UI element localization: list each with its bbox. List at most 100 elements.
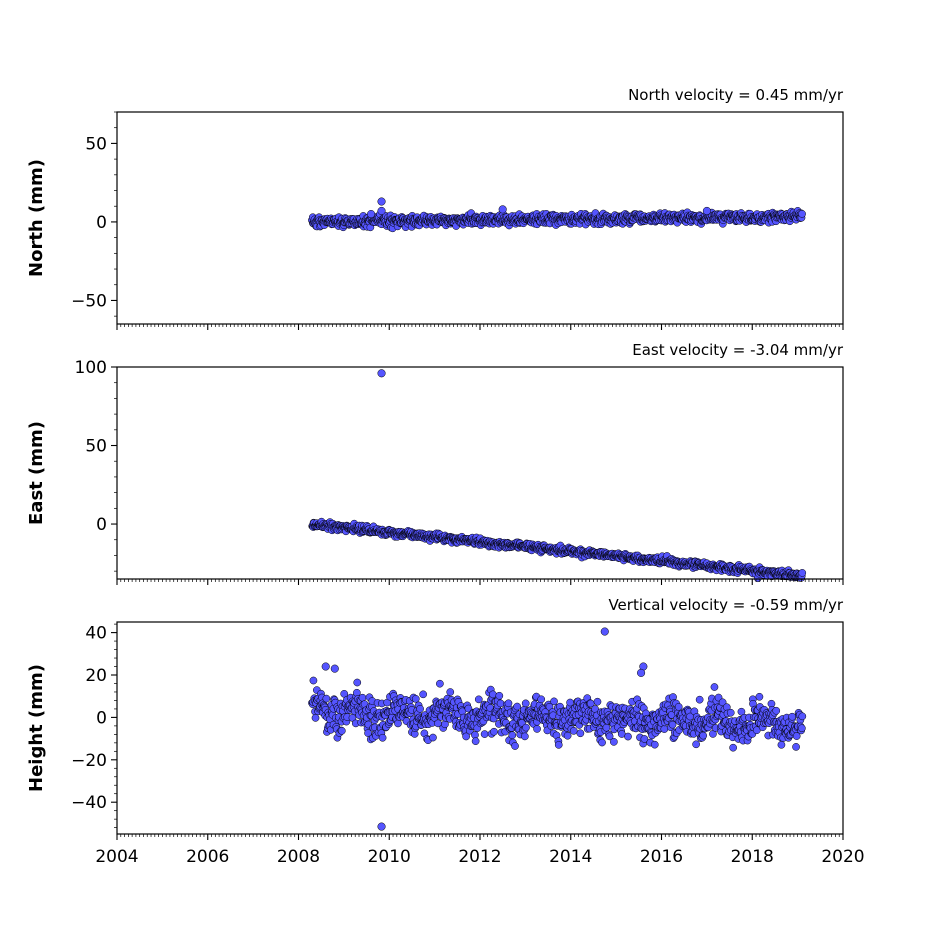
- height-data-point: [322, 694, 331, 703]
- height-data-point: [311, 714, 320, 722]
- north-y-ticks: [111, 111, 117, 317]
- north-panel: North velocity = 0.45 mm/yr North (mm) 50 0…: [26, 86, 844, 330]
- north-outlier-point: [377, 197, 386, 206]
- height-data-point: [309, 676, 318, 685]
- height-data-point: [650, 740, 659, 749]
- east-velocity-label: East velocity = -3.04 mm/yr: [632, 341, 844, 359]
- height-data-point: [610, 738, 618, 746]
- height-x-ticks: [116, 834, 844, 840]
- height-data-point: [521, 732, 529, 741]
- height-panel: Vertical velocity = -0.59 mm/yr Height (m…: [26, 596, 865, 867]
- height-data-point: [699, 731, 708, 740]
- height-data-point: [798, 712, 807, 721]
- height-data-point: [554, 741, 563, 749]
- east-x-ticks: [116, 579, 844, 585]
- height-data-point: [508, 731, 517, 740]
- height-data-point: [378, 733, 387, 742]
- height-velocity-label: Vertical velocity = -0.59 mm/yr: [608, 596, 843, 614]
- height-data-point: [777, 740, 786, 749]
- height-data-point: [411, 695, 420, 703]
- height-data-point: [624, 732, 632, 741]
- height-data-point: [504, 699, 513, 708]
- x-tick-label: 2016: [640, 847, 683, 867]
- x-tick-label: 2020: [821, 847, 864, 867]
- height-data-point: [416, 704, 424, 713]
- height-data-point: [660, 725, 669, 733]
- east-y-ticks: [111, 366, 117, 572]
- east-y-tick-label: 100: [75, 358, 107, 378]
- height-data-point: [495, 691, 504, 700]
- height-data-point: [436, 679, 444, 688]
- height-data-point: [593, 697, 602, 706]
- height-data-point: [563, 731, 572, 740]
- height-data-point: [569, 727, 578, 735]
- north-data-point: [798, 210, 806, 218]
- height-data-point: [792, 743, 800, 751]
- height-y-axis-label: Height (mm): [26, 664, 47, 792]
- height-data-point: [533, 725, 541, 733]
- height-data-point: [755, 692, 764, 701]
- height-data-point: [674, 702, 683, 711]
- x-tick-label: 2014: [549, 847, 592, 867]
- north-y-tick-label: 0: [96, 213, 107, 233]
- height-data-point: [726, 708, 735, 717]
- x-tick-label: 2012: [458, 847, 501, 867]
- x-tick-label: 2010: [368, 847, 411, 867]
- height-data-point: [576, 729, 585, 738]
- north-y-tick-label: 50: [85, 134, 107, 154]
- height-y-tick-label: −20: [71, 751, 107, 771]
- height-data-point: [602, 723, 611, 732]
- height-data-point: [710, 683, 719, 691]
- height-outlier-point: [637, 668, 646, 677]
- height-y-tick-label: 20: [85, 666, 107, 686]
- height-outlier-point: [600, 627, 609, 636]
- x-tick-label: 2006: [186, 847, 229, 867]
- height-data-point: [598, 738, 606, 747]
- height-data-point: [537, 695, 546, 704]
- height-data-point: [692, 740, 700, 749]
- height-data-point: [358, 693, 367, 702]
- height-data-point: [490, 727, 498, 736]
- north-outlier-point: [377, 206, 386, 215]
- north-outlier-point: [367, 210, 376, 219]
- height-data-point: [471, 737, 480, 746]
- height-data-point: [729, 743, 737, 752]
- height-outlier-point: [330, 664, 339, 673]
- height-data-point: [522, 723, 530, 732]
- height-data-point: [429, 733, 437, 742]
- east-y-axis-label: East (mm): [26, 421, 47, 525]
- height-outlier-point: [377, 822, 386, 831]
- height-data-point: [337, 727, 346, 735]
- east-y-tick-label: 0: [96, 515, 107, 535]
- height-y-ticks: [111, 623, 117, 828]
- height-data-point: [489, 690, 497, 699]
- height-data-points: [308, 627, 807, 831]
- height-data-point: [446, 688, 455, 696]
- height-data-point: [695, 695, 704, 704]
- height-data-point: [772, 706, 781, 715]
- x-tick-label: 2008: [277, 847, 320, 867]
- height-data-point: [353, 678, 362, 687]
- height-data-point: [394, 719, 402, 728]
- height-data-point: [513, 702, 522, 711]
- north-data-points: [308, 197, 806, 233]
- height-data-point: [480, 730, 489, 738]
- height-data-point: [474, 695, 483, 704]
- north-x-ticks: [116, 324, 844, 330]
- north-y-tick-label: −50: [71, 291, 107, 311]
- x-tick-label: 2018: [731, 847, 774, 867]
- north-outlier-point: [498, 205, 507, 214]
- height-y-tick-label: −40: [71, 793, 107, 813]
- north-y-axis-label: North (mm): [26, 159, 47, 277]
- height-data-point: [550, 697, 558, 706]
- height-y-tick-label: 40: [85, 624, 107, 644]
- height-outlier-point: [321, 662, 330, 671]
- north-velocity-label: North velocity = 0.45 mm/yr: [628, 86, 844, 104]
- height-data-point: [511, 742, 519, 750]
- east-outlier-point: [377, 369, 386, 378]
- height-y-tick-label: 0: [96, 708, 107, 728]
- east-data-points: [308, 369, 807, 583]
- height-data-point: [798, 724, 806, 733]
- east-y-tick-label: 50: [85, 437, 107, 457]
